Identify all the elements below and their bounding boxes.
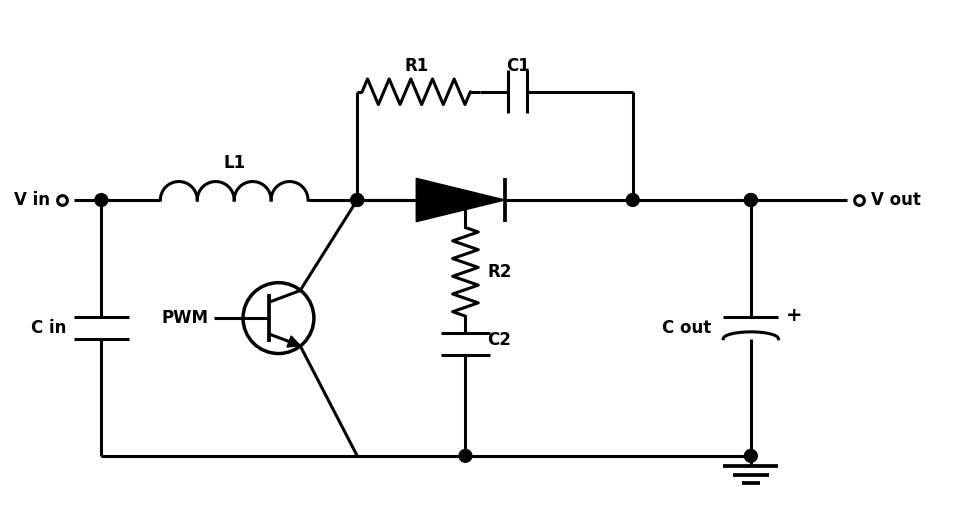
Text: C2: C2 xyxy=(488,331,511,348)
Circle shape xyxy=(745,193,757,206)
Text: L1: L1 xyxy=(223,155,246,172)
Text: V out: V out xyxy=(871,191,921,209)
Text: C out: C out xyxy=(663,319,711,337)
Text: V in: V in xyxy=(14,191,50,209)
Circle shape xyxy=(459,450,472,462)
Text: C in: C in xyxy=(31,319,66,337)
Circle shape xyxy=(351,193,363,206)
Polygon shape xyxy=(287,336,300,347)
Circle shape xyxy=(95,193,108,206)
Circle shape xyxy=(745,193,757,206)
Circle shape xyxy=(626,193,640,206)
Text: R2: R2 xyxy=(488,263,511,281)
Circle shape xyxy=(745,450,757,462)
Text: R1: R1 xyxy=(404,57,428,75)
Text: +: + xyxy=(786,305,803,325)
Polygon shape xyxy=(416,178,505,222)
Circle shape xyxy=(459,193,472,206)
Text: PWM: PWM xyxy=(162,309,208,327)
Text: C1: C1 xyxy=(506,57,530,75)
Circle shape xyxy=(351,193,363,206)
